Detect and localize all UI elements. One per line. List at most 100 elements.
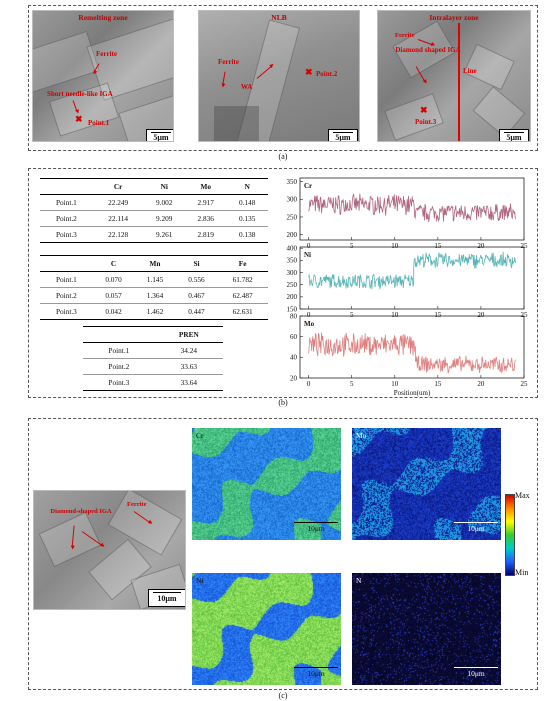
table-cell: 0.057 bbox=[92, 287, 135, 304]
composition-table-1: Cr Ni Mo N Point.1 22.249 9.002 2.917 0.148 Point… bbox=[40, 178, 268, 243]
table-header-cell bbox=[40, 178, 93, 195]
eds-map-cr: Cr bbox=[192, 428, 341, 540]
x-tick-label: 20 bbox=[477, 380, 485, 388]
table-row: Point.1 22.249 9.002 2.917 0.148 bbox=[40, 194, 268, 211]
table-header-cell bbox=[40, 255, 93, 272]
table-header-cell: Mo bbox=[184, 178, 227, 195]
panel-label-b: (b) bbox=[278, 398, 288, 407]
x-tick-label: 10 bbox=[391, 380, 399, 388]
annotation-wa: WA bbox=[241, 83, 253, 91]
scale-bar: 5μm bbox=[328, 129, 358, 141]
table-header-cell: Si bbox=[175, 255, 218, 272]
x-tick-label: 10 bbox=[391, 311, 399, 319]
y-tick-label: 250 bbox=[287, 213, 298, 221]
table-cell: Point.3 bbox=[83, 374, 155, 391]
plot-frame bbox=[299, 177, 525, 241]
x-tick-label: 25 bbox=[521, 242, 529, 250]
line-scan-marker bbox=[458, 23, 460, 141]
table-cell: 9.261 bbox=[143, 226, 185, 243]
table-cell: 0.556 bbox=[175, 271, 218, 288]
table-cell: 0.148 bbox=[226, 194, 268, 211]
arrow-icon bbox=[221, 71, 226, 86]
table-header-cell: Fe bbox=[217, 255, 268, 272]
x-tick-label: 15 bbox=[434, 242, 442, 250]
annotation-ferrite: Ferrite bbox=[96, 50, 117, 58]
table-cell: Point.2 bbox=[40, 210, 93, 227]
table-cell: 0.447 bbox=[175, 303, 218, 320]
table-cell: Point.3 bbox=[40, 303, 93, 320]
y-tick-label: 200 bbox=[287, 231, 298, 239]
x-tick-label: 0 bbox=[307, 311, 311, 319]
table-header-cell: Ni bbox=[143, 178, 185, 195]
table-cell: 9.002 bbox=[143, 194, 185, 211]
table-cell: 61.782 bbox=[217, 271, 268, 288]
table-row: Point.1 34.24 bbox=[83, 342, 223, 359]
point-marker-icon: ✖ bbox=[75, 114, 83, 124]
table-cell: Point.1 bbox=[40, 271, 93, 288]
table-cell: Point.3 bbox=[40, 226, 93, 243]
table-row: Point.3 0.042 1.462 0.447 62.631 bbox=[40, 303, 268, 320]
table-row: Point.2 22.114 9.209 2.836 0.135 bbox=[40, 210, 268, 227]
table-cell: Point.2 bbox=[40, 287, 93, 304]
annotation-ferrite: Ferrite bbox=[395, 32, 415, 39]
table-cell: 0.138 bbox=[226, 226, 268, 243]
annotation-iga: Diamond shaped IGA bbox=[395, 46, 461, 54]
scale-bar: 5μm bbox=[146, 129, 173, 141]
table-row: Point.3 33.64 bbox=[83, 374, 223, 391]
x-tick-label: 15 bbox=[434, 311, 442, 319]
scale-bar: 10μm bbox=[454, 667, 498, 678]
series-line-ni bbox=[308, 251, 516, 290]
y-tick-label: 350 bbox=[287, 257, 298, 265]
x-tick-label: 25 bbox=[521, 311, 529, 319]
y-tick-label: 20 bbox=[290, 374, 298, 382]
table-cell: 62.487 bbox=[217, 287, 268, 304]
pren-table: PREN Point.1 34.24 Point.2 33.63 Point.3 33.64 bbox=[83, 326, 223, 391]
plot-frame bbox=[299, 315, 525, 379]
panel-b-frame bbox=[28, 168, 538, 398]
table-cell: 0.070 bbox=[92, 271, 135, 288]
table-header-cell: Cr bbox=[92, 178, 144, 195]
scale-bar: 10μm bbox=[294, 667, 338, 678]
panel-label-c: (c) bbox=[278, 691, 288, 700]
table-header-cell: Mn bbox=[134, 255, 176, 272]
panel-c-frame bbox=[28, 418, 538, 690]
composition-table-2: C Mn Si Fe Point.1 0.070 1.145 0.556 61.782 Point… bbox=[40, 255, 268, 320]
tile-title: NLB bbox=[271, 13, 287, 22]
annotation-ferrite: Ferrite bbox=[218, 58, 239, 66]
point-marker-icon: ✖ bbox=[305, 67, 313, 77]
table-cell: 34.24 bbox=[154, 342, 223, 359]
table-cell: Point.1 bbox=[40, 194, 93, 211]
annotation-ferrite: Ferrite bbox=[127, 501, 147, 508]
table-cell: 2.836 bbox=[184, 210, 227, 227]
tile-title: Remelting zone bbox=[78, 13, 128, 22]
table-row: Point.1 0.070 1.145 0.556 61.782 bbox=[40, 271, 268, 288]
table-cell: 22.249 bbox=[92, 194, 144, 211]
table-cell: 22.128 bbox=[92, 226, 144, 243]
series-name-label: Cr bbox=[304, 182, 312, 190]
x-tick-label: 20 bbox=[477, 311, 485, 319]
sem-tile-remelting: Remelting zone Ferrite Short needle-like… bbox=[32, 10, 174, 142]
point-marker-icon: ✖ bbox=[420, 105, 428, 115]
table-cell: Point.1 bbox=[83, 342, 155, 359]
table-row: Point.2 0.057 1.364 0.467 62.487 bbox=[40, 287, 268, 304]
tile-title: Intralayer zone bbox=[429, 13, 479, 22]
table-header-cell: C bbox=[92, 255, 135, 272]
table-cell: Point.2 bbox=[83, 358, 155, 375]
y-tick-label: 300 bbox=[287, 196, 298, 204]
x-tick-label: 15 bbox=[434, 380, 442, 388]
annotation-point: Point.2 bbox=[316, 70, 338, 78]
y-tick-label: 250 bbox=[287, 281, 298, 289]
series-line-mo bbox=[308, 332, 516, 374]
annotation-line: Line bbox=[463, 67, 477, 75]
x-tick-label: 5 bbox=[350, 242, 354, 250]
table-cell: 0.467 bbox=[175, 287, 218, 304]
annotation-point: Point.3 bbox=[415, 118, 437, 126]
sem-tile-nlb: NLB Ferrite WA ✖ Point.2 5μm bbox=[198, 10, 360, 142]
sem-micrograph-c: Diamond-shaped IGA Ferrite 10μm bbox=[33, 490, 186, 610]
table-cell: 1.145 bbox=[134, 271, 176, 288]
table-cell: 22.114 bbox=[92, 210, 144, 227]
series-name-label: Mo bbox=[304, 320, 315, 328]
x-tick-label: 5 bbox=[350, 380, 354, 388]
y-tick-label: 150 bbox=[287, 305, 298, 313]
table-cell: 9.209 bbox=[143, 210, 185, 227]
